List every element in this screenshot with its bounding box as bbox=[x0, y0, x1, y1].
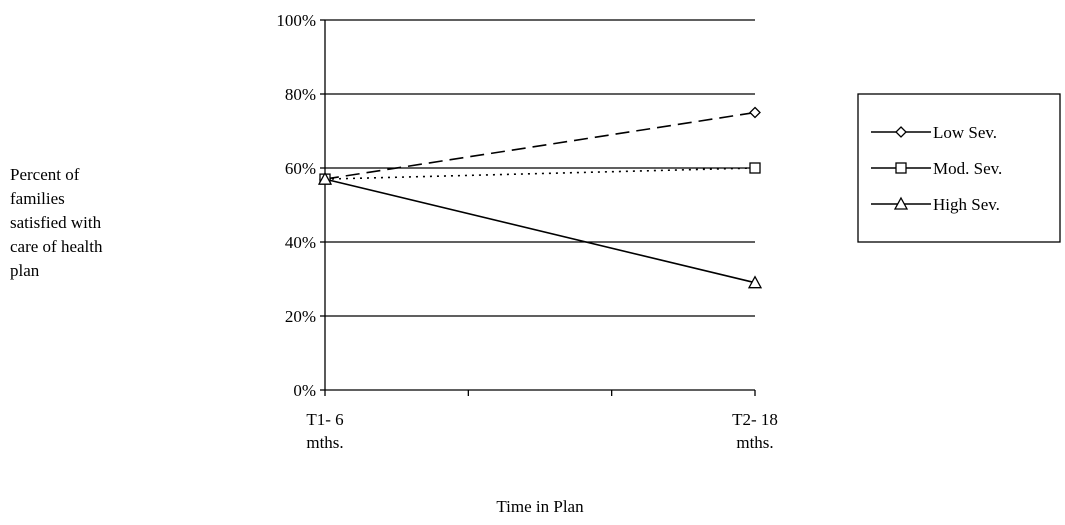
y-axis-title: Percent of families satisfied with care of … bbox=[10, 165, 103, 280]
gridlines bbox=[325, 19, 755, 317]
data-point-triangle bbox=[747, 275, 763, 289]
y-axis: 0% 20% 40% 60% 80% 100% bbox=[276, 11, 326, 400]
legend: Low Sev. Mod. Sev. High Sev. bbox=[857, 93, 1061, 243]
y-tick-label: 100% bbox=[276, 11, 316, 30]
series-lines bbox=[317, 106, 763, 289]
series-line bbox=[324, 111, 756, 180]
data-point-diamond bbox=[749, 106, 761, 119]
data-point-triangle bbox=[317, 171, 333, 185]
data-point-square bbox=[749, 162, 761, 174]
x-tick-label: T1- 6 mths. bbox=[306, 410, 343, 452]
x-axis-title: Time in Plan bbox=[496, 497, 584, 516]
legend-label: High Sev. bbox=[933, 195, 1000, 214]
y-tick-label: 20% bbox=[285, 307, 316, 326]
series-line bbox=[324, 167, 756, 180]
x-axis: T1- 6 mths. T2- 18 mths. bbox=[306, 389, 778, 452]
legend-marker-square bbox=[895, 162, 907, 174]
legend-marker-diamond bbox=[895, 126, 907, 138]
legend-marker-triangle bbox=[893, 196, 909, 210]
legend-label: Low Sev. bbox=[933, 123, 997, 142]
series-line bbox=[324, 178, 756, 284]
y-tick-label: 60% bbox=[285, 159, 316, 178]
y-tick-label: 0% bbox=[293, 381, 316, 400]
x-tick-label: T2- 18 mths. bbox=[732, 410, 778, 452]
legend-label: Mod. Sev. bbox=[933, 159, 1002, 178]
y-tick-label: 40% bbox=[285, 233, 316, 252]
y-tick-label: 80% bbox=[285, 85, 316, 104]
